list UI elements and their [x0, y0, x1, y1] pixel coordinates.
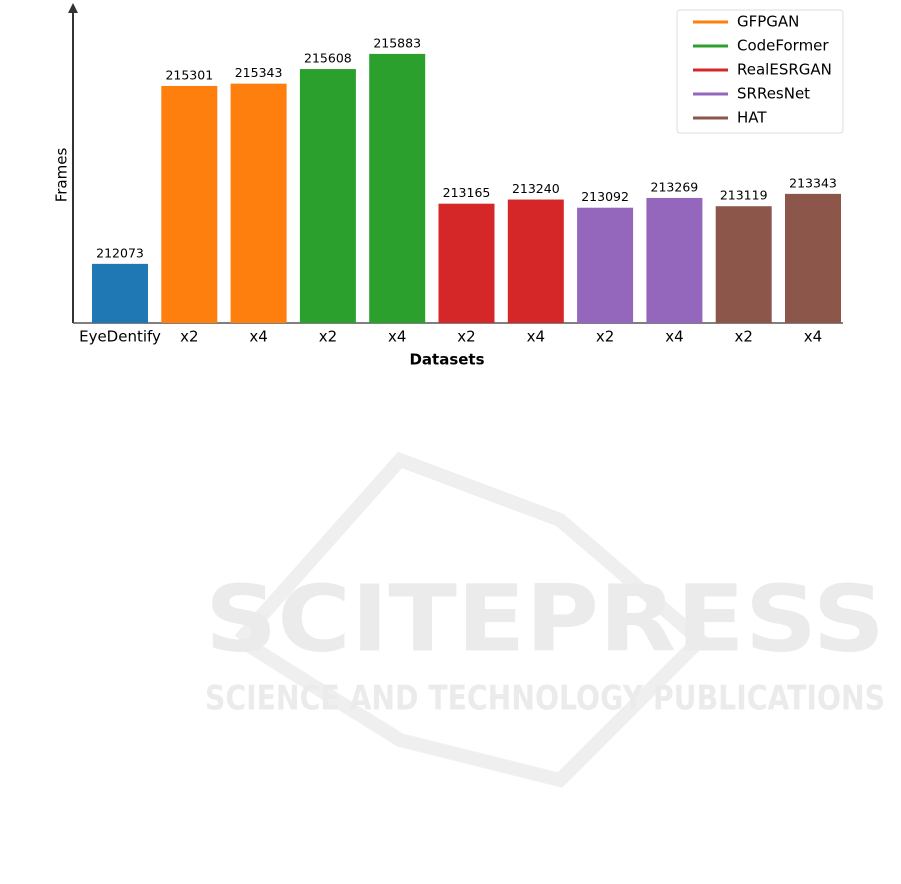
data-label: 213343 — [789, 175, 837, 190]
x-tick-label: x2 — [319, 328, 337, 346]
x-tick-label: x4 — [527, 328, 545, 346]
bar — [299, 69, 356, 324]
x-tick-label: x2 — [457, 328, 475, 346]
bar — [715, 206, 772, 323]
watermark-subtitle: SCIENCE AND TECHNOLOGY PUBLICATIONS — [205, 679, 885, 719]
data-label: 213269 — [651, 179, 699, 194]
legend-box — [676, 9, 844, 134]
data-label: 213240 — [512, 181, 560, 196]
watermark-title: SCITEPRESS — [205, 565, 885, 672]
y-axis-label: Frames — [53, 148, 71, 203]
x-tick-label: x4 — [388, 328, 406, 346]
x-axis-label: Datasets — [409, 351, 484, 369]
legend-label: SRResNet — [737, 85, 810, 103]
bar — [369, 53, 426, 324]
data-label: 212073 — [96, 245, 144, 260]
data-label: 215883 — [373, 35, 421, 50]
data-label: 213119 — [720, 188, 768, 203]
x-tick-label: x2 — [734, 328, 752, 346]
bar — [92, 263, 148, 323]
bar — [230, 83, 287, 323]
bar — [161, 85, 218, 324]
legend-label: CodeFormer — [737, 37, 829, 55]
data-label: 213092 — [581, 189, 629, 204]
legend-label: HAT — [737, 109, 767, 127]
x-tick-label: x4 — [804, 328, 822, 346]
x-tick-label: x4 — [249, 328, 267, 346]
watermark-logo — [234, 451, 711, 788]
data-label: 215608 — [304, 51, 352, 66]
bar — [785, 193, 841, 323]
data-label: 215343 — [235, 65, 283, 80]
bar — [646, 197, 703, 323]
x-tick-label: x4 — [665, 328, 683, 346]
legend-label: GFPGAN — [737, 13, 799, 31]
x-tick-label: x2 — [596, 328, 614, 346]
bar — [507, 199, 564, 323]
x-tick-label: x2 — [180, 328, 198, 346]
y-axis-arrow — [68, 3, 78, 13]
data-label: 215301 — [165, 67, 213, 82]
bar — [577, 207, 634, 323]
bar — [438, 203, 495, 323]
legend-label: RealESRGAN — [737, 61, 832, 79]
data-label: 213165 — [443, 185, 491, 200]
x-tick-label: EyeDentify — [79, 328, 161, 346]
